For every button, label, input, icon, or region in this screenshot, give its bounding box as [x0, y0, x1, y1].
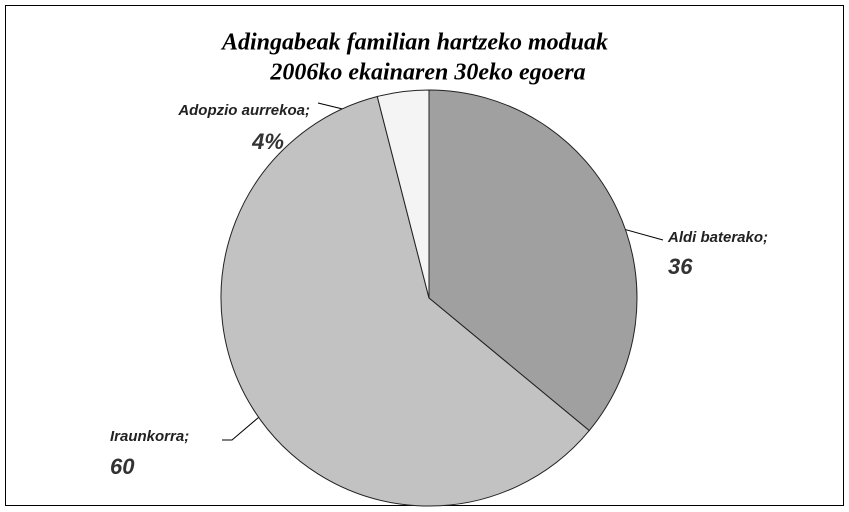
pie-slice — [428, 89, 638, 432]
chart-subtitle: 2006ko ekainaren 30eko egoera — [269, 60, 585, 86]
slice-value-label: 4% — [251, 129, 284, 154]
pie-slice — [376, 89, 430, 299]
slice-value-label: 36 — [668, 254, 693, 279]
slice-label: Adopzio aurrekoa; — [177, 102, 310, 119]
chart-title: Adingabeak familian hartzeko moduak — [220, 30, 608, 56]
slice-label: Aldi baterako; — [667, 229, 768, 246]
slice-label: Iraunkorra; — [110, 428, 189, 445]
pie-slice — [220, 95, 590, 507]
slice-value-label: 60 — [110, 454, 135, 479]
